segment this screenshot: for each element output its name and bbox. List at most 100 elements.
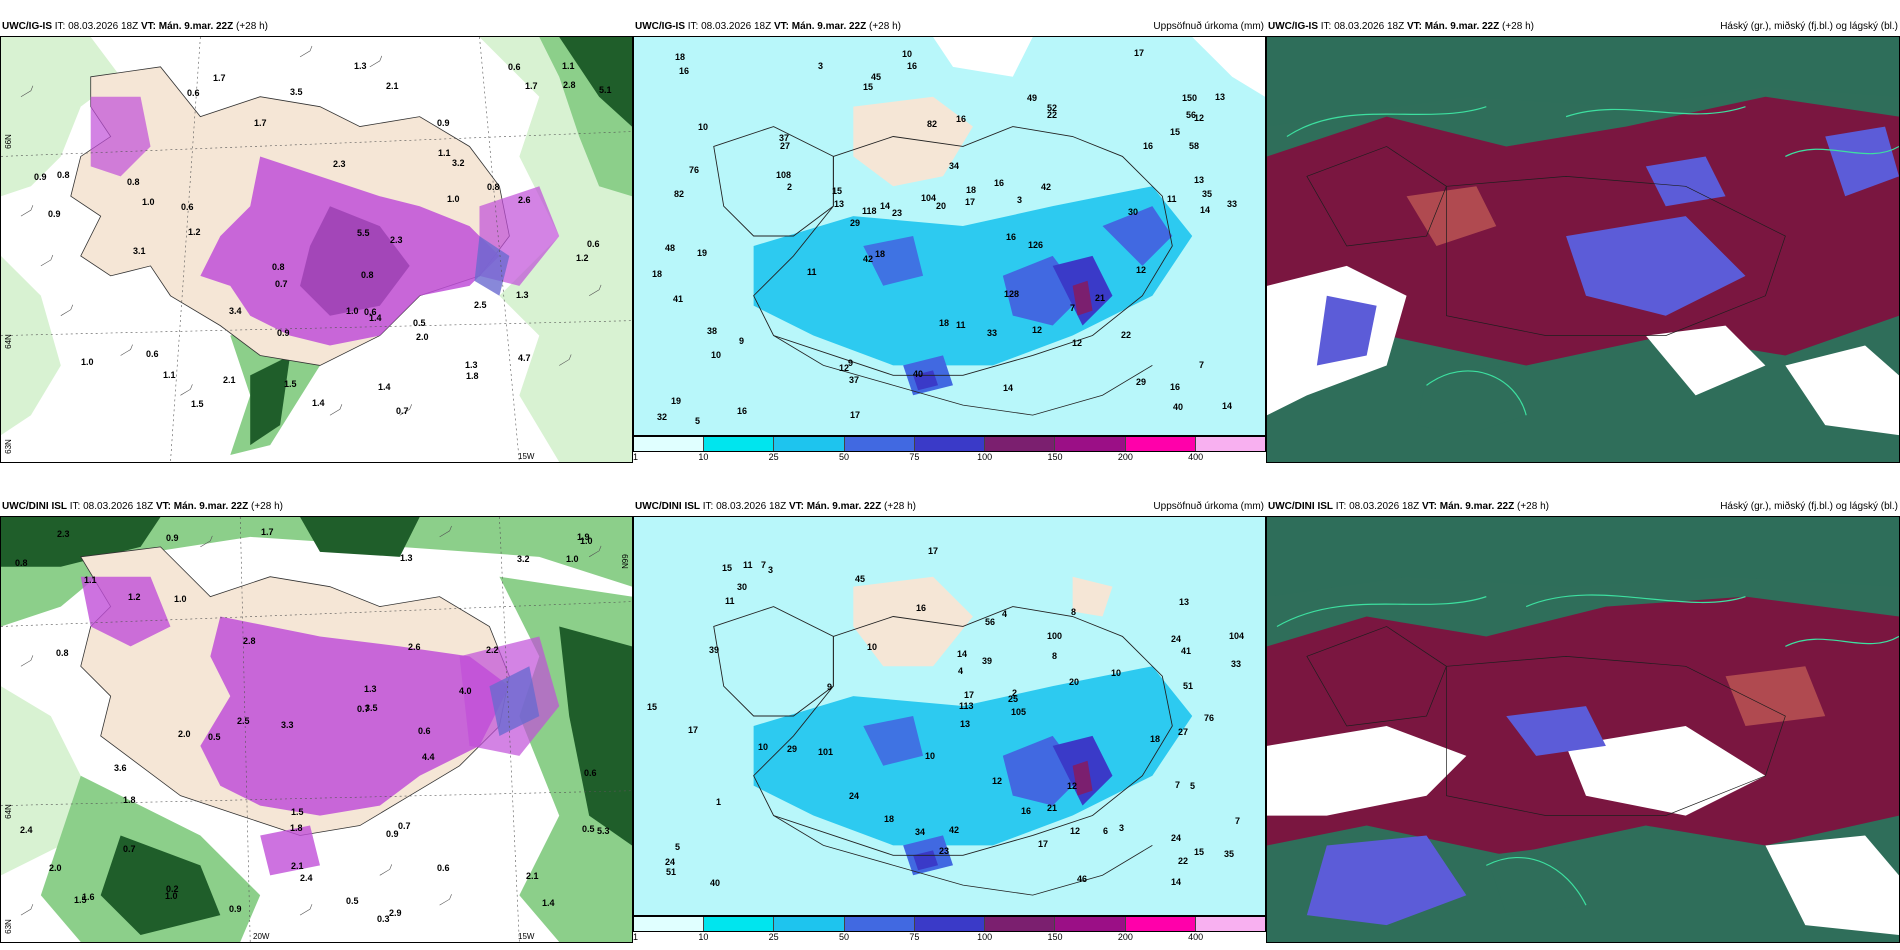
precip-value-label: 3 bbox=[818, 61, 824, 71]
snow-value-label: 0.3 bbox=[377, 914, 390, 924]
snow-value-label: 1.5 bbox=[291, 807, 304, 817]
snow-value-label: 4.4 bbox=[422, 752, 435, 762]
precip-value-label: 12 bbox=[839, 363, 850, 373]
snow-value-label: 1.3 bbox=[354, 61, 367, 71]
precip-value-label: 45 bbox=[855, 574, 866, 584]
precip-value-label: 17 bbox=[964, 690, 975, 700]
precip-value-label: 82 bbox=[674, 189, 685, 199]
model-name: UWC/DINI ISL bbox=[635, 501, 700, 512]
snow-map-svg bbox=[1, 517, 632, 942]
precip-value-label: 35 bbox=[1202, 189, 1213, 199]
precip-value-label: 40 bbox=[710, 878, 721, 888]
colorbar-tick-label: 50 bbox=[838, 932, 850, 942]
colorbar-tick-label: 150 bbox=[1047, 452, 1063, 462]
precip-value-label: 18 bbox=[875, 249, 886, 259]
precip-value-label: 2 bbox=[787, 182, 793, 192]
precip-value-label: 12 bbox=[992, 776, 1003, 786]
precip-value-label: 7 bbox=[1235, 816, 1241, 826]
panel-cloud-bottom: UWC/DINI ISL IT: 08.03.2026 18Z VT: Mán.… bbox=[1266, 498, 1900, 943]
snow-value-label: 0.7 bbox=[357, 704, 370, 714]
snow-value-label: 0.8 bbox=[272, 262, 285, 272]
snow-value-label: 1.3 bbox=[364, 684, 377, 694]
precip-value-label: 22 bbox=[1047, 110, 1058, 120]
colorbar-segment bbox=[634, 437, 705, 451]
colorbar-tick-label: 100 bbox=[977, 452, 993, 462]
precip-value-label: 10 bbox=[902, 49, 913, 59]
snow-value-label: 1.0 bbox=[165, 891, 178, 901]
vt-label: VT: bbox=[788, 501, 804, 512]
precip-value-label: 51 bbox=[1183, 681, 1194, 691]
precip-value-label: 56 bbox=[1186, 110, 1197, 120]
precip-value-label: 24 bbox=[665, 857, 676, 867]
precip-value-label: 29 bbox=[787, 744, 798, 754]
snow-value-label: 2.5 bbox=[474, 300, 487, 310]
it-label: IT: bbox=[687, 21, 699, 32]
vt-value: Mán. 9.mar. 22Z bbox=[806, 501, 882, 512]
snow-value-label: 2.6 bbox=[408, 642, 421, 652]
precip-value-label: 19 bbox=[671, 396, 682, 406]
snow-value-label: 2.3 bbox=[390, 235, 403, 245]
it-value: 08.03.2026 18Z bbox=[1334, 21, 1405, 32]
snow-value-label: 0.7 bbox=[396, 406, 409, 416]
snow-value-label: 2.2 bbox=[486, 645, 499, 655]
snow-value-label: 1.7 bbox=[525, 81, 538, 91]
snow-value-label: 3.1 bbox=[133, 246, 146, 256]
precip-value-label: 108 bbox=[776, 170, 792, 180]
precip-value-label: 4 bbox=[1002, 609, 1008, 619]
snow-value-label: 1.0 bbox=[346, 306, 359, 316]
precip-value-label: 16 bbox=[916, 603, 927, 613]
snow-value-label: 0.9 bbox=[229, 904, 242, 914]
precip-value-label: 16 bbox=[1006, 232, 1017, 242]
precip-value-label: 24 bbox=[1171, 634, 1182, 644]
snow-value-label: 1.1 bbox=[84, 575, 97, 585]
vt-value: Mán. 9.mar. 22Z bbox=[1424, 21, 1500, 32]
precip-value-label: 11 bbox=[725, 596, 735, 606]
lead-time: (+28 h) bbox=[1502, 21, 1534, 32]
panel-title: UWC/DINI ISL IT: 08.03.2026 18Z VT: Mán.… bbox=[633, 498, 1266, 516]
snow-value-label: 1.1 bbox=[163, 370, 176, 380]
precip-value-label: 41 bbox=[673, 294, 684, 304]
precip-value-label: 7 bbox=[1199, 360, 1205, 370]
precip-value-label: 4 bbox=[958, 666, 964, 676]
precip-value-label: 15 bbox=[1170, 127, 1181, 137]
cloud-map bbox=[1266, 36, 1900, 463]
precip-value-label: 5 bbox=[675, 842, 681, 852]
precip-value-label: 17 bbox=[850, 410, 861, 420]
precip-value-label: 12 bbox=[1072, 338, 1083, 348]
precip-value-label: 104 bbox=[1229, 631, 1245, 641]
precip-value-label: 21 bbox=[1095, 293, 1106, 303]
snow-value-label: 1.4 bbox=[369, 313, 382, 323]
precip-value-label: 10 bbox=[867, 642, 878, 652]
precip-map: 1 2 7 7 4 3 4 8 5 5 3 12 27 23 15 18 14 24 22 12 10 8 9 10 7 15 6 1… bbox=[633, 516, 1266, 916]
colorbar-tick-label: 200 bbox=[1117, 932, 1133, 942]
lead-time: (+28 h) bbox=[251, 501, 283, 512]
precip-value-label: 8 bbox=[1052, 651, 1058, 661]
precip-value-label: 41 bbox=[1181, 646, 1192, 656]
precip-value-label: 14 bbox=[880, 201, 891, 211]
precip-value-label: 15 bbox=[863, 82, 874, 92]
snow-value-label: 1.5 bbox=[191, 399, 204, 409]
precip-value-label: 100 bbox=[1047, 631, 1063, 641]
precip-value-label: 7 bbox=[761, 560, 767, 570]
vt-value: Mán. 9.mar. 22Z bbox=[791, 21, 867, 32]
colorbar-tick-label: 1 bbox=[633, 932, 639, 942]
precip-value-label: 30 bbox=[737, 582, 748, 592]
precip-value-label: 118 bbox=[862, 206, 877, 216]
panel-snow-top: UWC/IG-IS IT: 08.03.2026 18Z VT: Mán. 9.… bbox=[0, 18, 633, 463]
cloud-map-svg bbox=[1267, 517, 1899, 942]
precip-value-label: 16 bbox=[737, 406, 748, 416]
snow-value-label: 1.5 bbox=[284, 379, 297, 389]
colorbar-segment bbox=[914, 437, 986, 451]
precip-value-label: 8 bbox=[1071, 607, 1077, 617]
precip-value-label: 39 bbox=[982, 656, 993, 666]
precip-value-label: 10 bbox=[698, 122, 709, 132]
precip-value-label: 10 bbox=[1111, 668, 1122, 678]
snow-value-label: 0.8 bbox=[57, 170, 70, 180]
precip-value-label: 17 bbox=[965, 197, 976, 207]
it-value: 08.03.2026 18Z bbox=[701, 21, 772, 32]
precip-map-svg bbox=[634, 517, 1265, 915]
snow-value-label: 0.6 bbox=[364, 307, 377, 317]
colorbar-tick-label: 200 bbox=[1117, 452, 1133, 462]
colorbar-tick-label: 50 bbox=[838, 452, 850, 462]
snow-value-label: 1.1 bbox=[438, 148, 451, 158]
